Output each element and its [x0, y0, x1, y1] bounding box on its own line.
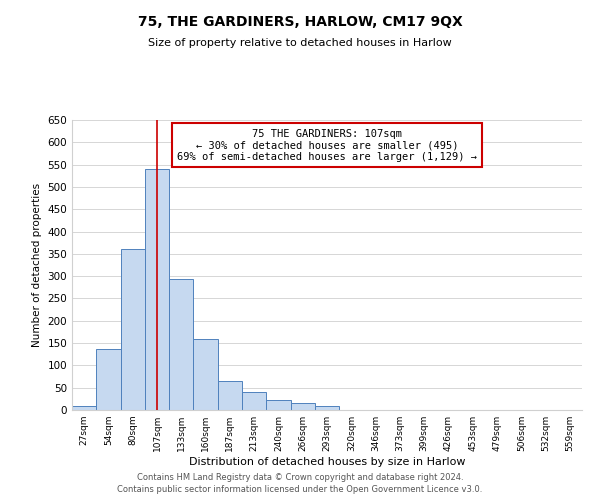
Bar — [145, 169, 169, 410]
Bar — [290, 404, 315, 410]
X-axis label: Distribution of detached houses by size in Harlow: Distribution of detached houses by size … — [189, 457, 465, 467]
Bar — [72, 406, 96, 410]
Bar — [121, 250, 145, 410]
Y-axis label: Number of detached properties: Number of detached properties — [32, 183, 42, 347]
Bar — [96, 349, 121, 410]
Bar — [218, 381, 242, 410]
Text: Contains public sector information licensed under the Open Government Licence v3: Contains public sector information licen… — [118, 485, 482, 494]
Text: Contains HM Land Registry data © Crown copyright and database right 2024.: Contains HM Land Registry data © Crown c… — [137, 472, 463, 482]
Text: 75 THE GARDINERS: 107sqm
← 30% of detached houses are smaller (495)
69% of semi-: 75 THE GARDINERS: 107sqm ← 30% of detach… — [177, 128, 477, 162]
Text: Size of property relative to detached houses in Harlow: Size of property relative to detached ho… — [148, 38, 452, 48]
Bar — [193, 338, 218, 410]
Bar — [242, 392, 266, 410]
Bar — [266, 400, 290, 410]
Bar — [169, 280, 193, 410]
Bar — [315, 406, 339, 410]
Text: 75, THE GARDINERS, HARLOW, CM17 9QX: 75, THE GARDINERS, HARLOW, CM17 9QX — [137, 15, 463, 29]
